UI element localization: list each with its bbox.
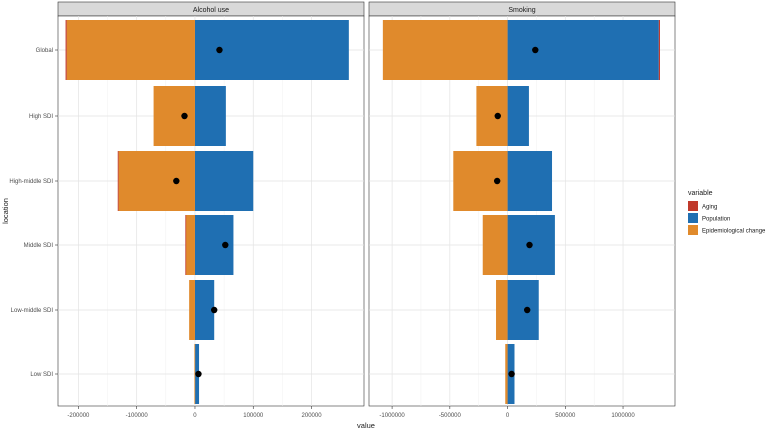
- legend-label: Aging: [702, 205, 717, 211]
- x-tick-label: -100000: [126, 413, 149, 419]
- bar-population: [507, 151, 553, 211]
- net-change-point: [493, 177, 501, 185]
- legend-title: variable: [688, 190, 713, 197]
- bar-aging: [65, 20, 67, 80]
- legend-swatch: [688, 201, 698, 211]
- bar-population: [507, 280, 539, 340]
- bar-population: [507, 86, 529, 146]
- y-tick-label: Global: [36, 48, 53, 54]
- y-tick-label: High SDI: [29, 114, 53, 120]
- x-tick-label: -500000: [439, 413, 462, 419]
- bar-epidemiological-change: [153, 86, 195, 146]
- net-change-point: [195, 370, 202, 378]
- net-change-point: [523, 306, 531, 314]
- net-change-point: [222, 241, 229, 249]
- x-ticks-alcohol: -200000 -100000 0 100000 200000: [67, 406, 322, 419]
- bar-epidemiological-change: [476, 86, 508, 146]
- x-tick-label: 0: [193, 413, 197, 419]
- bar-epidemiological-change: [482, 215, 508, 275]
- x-axis-title: value: [357, 421, 375, 430]
- bar-epidemiological-change: [496, 280, 508, 340]
- legend: variable Aging Population Epidemiological …: [688, 190, 766, 235]
- points-smoking: [493, 46, 539, 378]
- x-ticks-smoking: -1000000 -500000 0 500000 1000000: [379, 406, 635, 419]
- bar-epidemiological-change: [194, 344, 196, 404]
- x-tick-label: -1000000: [379, 413, 405, 419]
- bar-population: [507, 20, 659, 80]
- bar-aging: [658, 20, 660, 80]
- panel-smoking: Smoking -1000000 -500000 0 500000 1000000: [368, 1, 676, 419]
- x-tick-label: -200000: [67, 413, 90, 419]
- x-tick-label: 100000: [243, 413, 264, 419]
- bar-epidemiological-change: [189, 280, 195, 340]
- y-axis-title: location: [1, 198, 10, 224]
- net-change-point: [508, 370, 515, 378]
- y-tick-label: Low-middle SDI: [11, 308, 54, 314]
- panel-title-alcohol: Alcohol use: [193, 7, 229, 14]
- bar-epidemiological-change: [382, 20, 508, 80]
- bar-epidemiological-change: [118, 151, 195, 211]
- net-change-point: [211, 306, 218, 314]
- y-tick-label: Middle SDI: [24, 243, 54, 249]
- bar-epidemiological-change: [505, 344, 508, 404]
- bar-population: [194, 86, 226, 146]
- bar-epidemiological-change: [66, 20, 195, 80]
- bar-population: [194, 151, 254, 211]
- bar-aging: [185, 215, 187, 275]
- bar-population: [194, 280, 215, 340]
- x-tick-label: 1000000: [611, 413, 635, 419]
- net-change-point: [173, 177, 180, 185]
- net-change-point: [526, 241, 533, 249]
- y-tick-label: High-middle SDI: [9, 179, 53, 185]
- x-tick-label: 500000: [555, 413, 576, 419]
- x-tick-label: 0: [506, 413, 510, 419]
- bar-epidemiological-change: [185, 215, 195, 275]
- legend-label: Population: [702, 217, 730, 223]
- net-change-point: [532, 46, 539, 54]
- grid-smoking: [369, 16, 675, 406]
- legend-label: Epidemiological change: [702, 229, 766, 235]
- y-axis-labels: Global High SDI High-middle SDI Middle SDI L…: [9, 48, 58, 378]
- net-change-point: [216, 46, 223, 54]
- net-change-point: [181, 112, 188, 120]
- legend-swatch: [688, 213, 698, 223]
- legend-swatch: [688, 225, 698, 235]
- legend-entries: Aging Population Epidemiological change: [688, 201, 766, 235]
- bar-aging: [117, 151, 119, 211]
- net-change-point: [494, 112, 501, 120]
- y-tick-label: Low SDI: [30, 372, 53, 378]
- panel-title-smoking: Smoking: [508, 7, 535, 14]
- points-alcohol: [173, 46, 229, 378]
- x-tick-label: 200000: [302, 413, 323, 419]
- panel-alcohol-use: Alcohol use -200000 -100000 0 100000 200000: [57, 1, 365, 419]
